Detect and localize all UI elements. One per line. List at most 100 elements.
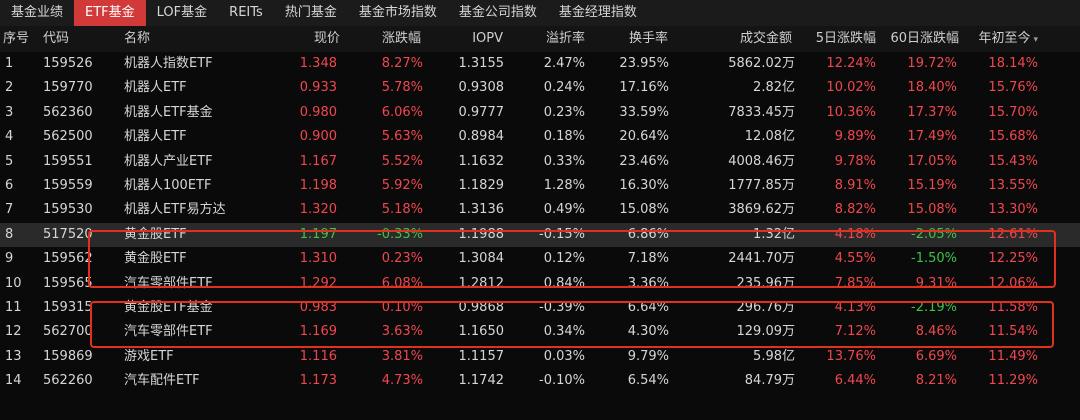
table-row[interactable]: 3 562360 机器人ETF基金 0.980 6.06% 0.9777 0.23% 33.5… (0, 101, 1080, 125)
table-row[interactable]: 14 562260 汽车配件ETF 1.173 4.73% 1.1742 -0.10% 6.5… (0, 369, 1080, 393)
cell-d60: 15.19% (907, 178, 957, 193)
cell-ytd: 12.61% (988, 226, 1038, 242)
cell-chg: 3.63% (381, 324, 423, 340)
header-name[interactable]: 名称 (124, 26, 150, 52)
cell-code: 517520 (43, 226, 93, 242)
cell-amount: 129.09万 (736, 324, 796, 340)
cell-d5: 4.18% (834, 226, 876, 242)
table-row[interactable]: 5 159551 机器人产业ETF 1.167 5.52% 1.1632 0.33% 23.4… (0, 150, 1080, 174)
header-label: 成交金额 (739, 31, 792, 46)
cell-d5: 10.36% (826, 104, 876, 120)
header-ytd[interactable]: 年初至今 ▾ (978, 26, 1038, 53)
tab-1[interactable]: 基金业绩 (11, 5, 64, 20)
cell-iopv: 0.8984 (458, 129, 505, 145)
cell-d5: 4.13% (834, 300, 876, 315)
cell-chg: 5.78% (381, 80, 423, 96)
cell-name: 黄金股ETF (124, 251, 187, 267)
cell-premium: 2.47% (543, 56, 585, 71)
cell-price: 1.198 (299, 178, 337, 193)
cell-d5: 8.82% (834, 202, 876, 218)
cell-d5: 7.12% (834, 324, 876, 340)
cell-no: 6 (5, 178, 14, 193)
cell-price: 0.900 (299, 129, 337, 145)
header-change[interactable]: 涨跌幅 (382, 26, 421, 52)
tab-5[interactable]: 热门基金 (284, 5, 337, 20)
cell-d5: 9.89% (834, 129, 876, 145)
cell-no: 7 (5, 202, 14, 218)
cell-ytd: 13.30% (988, 202, 1038, 218)
header-60d-change[interactable]: 60日涨跌幅 (890, 26, 959, 52)
cell-premium: -0.39% (539, 300, 585, 315)
cell-ytd: 15.68% (988, 129, 1038, 145)
cell-amount: 4008.46万 (728, 153, 795, 169)
tab-2[interactable]: ETF基金 (74, 0, 146, 26)
table-row[interactable]: 1 159526 机器人指数ETF 1.348 8.27% 1.3155 2.47% 23.9… (0, 52, 1080, 76)
cell-chg: 4.73% (381, 373, 423, 389)
cell-d5: 10.02% (826, 80, 876, 96)
tab-7[interactable]: 基金公司指数 (458, 5, 537, 20)
cell-name: 汽车配件ETF (124, 373, 200, 389)
cell-no: 3 (5, 104, 14, 120)
header-label: 涨跌幅 (381, 31, 421, 46)
table-row[interactable]: 12 562700 汽车零部件ETF 1.169 3.63% 1.1650 0.34% 4.3… (0, 320, 1080, 344)
tab-8[interactable]: 基金经理指数 (558, 5, 637, 20)
header-amount[interactable]: 成交金额 (740, 26, 792, 52)
table-row[interactable]: 10 159565 汽车零部件ETF 1.292 6.08% 1.2812 0.84% 3.3… (0, 272, 1080, 296)
cell-premium: 0.34% (543, 324, 585, 340)
table-row[interactable]: 6 159559 机器人100ETF 1.198 5.92% 1.1829 1.28% 16.… (0, 174, 1080, 198)
tab-6[interactable]: 基金市场指数 (358, 5, 437, 20)
header-label: 序号 (3, 31, 30, 46)
sort-desc-icon[interactable]: ▾ (1033, 35, 1038, 45)
cell-premium: 0.18% (543, 129, 585, 145)
cell-code: 562700 (43, 324, 93, 340)
cell-name: 黄金股ETF (124, 226, 187, 242)
header-index[interactable]: 序号 (3, 26, 29, 52)
cell-d5: 4.55% (834, 251, 876, 267)
cell-iopv: 0.9868 (458, 300, 505, 315)
table-row[interactable]: 8 517520 黄金股ETF 1.197 -0.33% 1.1988 -0.15% 6.86… (0, 222, 1080, 247)
cell-price: 0.980 (299, 104, 337, 120)
tab-3[interactable]: LOF基金 (156, 5, 208, 20)
cell-iopv: 1.1742 (458, 373, 505, 389)
cell-iopv: 1.1632 (458, 153, 505, 169)
cell-chg: -0.33% (377, 226, 423, 242)
cell-price: 1.292 (299, 275, 337, 291)
table-row[interactable]: 11 159315 黄金股ETF基金 0.983 0.10% 0.9868 -0.39% 6.… (0, 296, 1080, 320)
cell-name: 机器人ETF (124, 80, 187, 96)
tab-4[interactable]: REITs (229, 5, 263, 20)
header-price[interactable]: 现价 (314, 26, 340, 52)
table-row[interactable]: 7 159530 机器人ETF易方达 1.320 5.18% 1.3136 0.49% 15.… (0, 198, 1080, 222)
header-label: 现价 (313, 31, 340, 46)
header-turnover[interactable]: 换手率 (629, 26, 668, 52)
header-5d-change[interactable]: 5日涨跌幅 (816, 26, 876, 52)
cell-d60: -2.19% (911, 300, 957, 315)
header-code[interactable]: 代码 (43, 26, 69, 52)
cell-iopv: 0.9308 (458, 80, 505, 96)
header-label: 60日涨跌幅 (890, 31, 959, 46)
cell-amount: 7833.45万 (728, 104, 795, 120)
cell-amount: 2.82亿 (753, 80, 795, 96)
header-label: 名称 (124, 31, 151, 46)
cell-premium: 0.84% (543, 275, 585, 291)
cell-turnover: 6.54% (627, 373, 669, 389)
header-premium[interactable]: 溢折率 (546, 26, 585, 52)
cell-chg: 6.08% (381, 275, 423, 291)
cell-turnover: 9.79% (627, 348, 669, 364)
cell-iopv: 1.3084 (458, 251, 505, 267)
header-iopv[interactable]: IOPV (472, 26, 503, 52)
cell-iopv: 1.3155 (458, 56, 505, 71)
cell-d5: 8.91% (834, 178, 876, 193)
cell-amount: 3869.62万 (728, 202, 795, 218)
cell-amount: 2441.70万 (728, 251, 795, 267)
cell-d60: 18.40% (907, 80, 957, 96)
cell-amount: 5.98亿 (753, 348, 795, 364)
table-row[interactable]: 4 562500 机器人ETF 0.900 5.63% 0.8984 0.18% 20.64%… (0, 125, 1080, 149)
table-row[interactable]: 13 159869 游戏ETF 1.116 3.81% 1.1157 0.03% 9.79% 5… (0, 345, 1080, 369)
cell-name: 机器人产业ETF (124, 153, 213, 169)
cell-chg: 5.92% (381, 178, 423, 193)
table-row[interactable]: 9 159562 黄金股ETF 1.310 0.23% 1.3084 0.12% 7.18% 2… (0, 247, 1080, 271)
cell-iopv: 1.1829 (458, 178, 505, 193)
cell-name: 机器人ETF (124, 129, 187, 145)
table-row[interactable]: 2 159770 机器人ETF 0.933 5.78% 0.9308 0.24% 17.16%… (0, 76, 1080, 100)
cell-price: 1.310 (299, 251, 337, 267)
